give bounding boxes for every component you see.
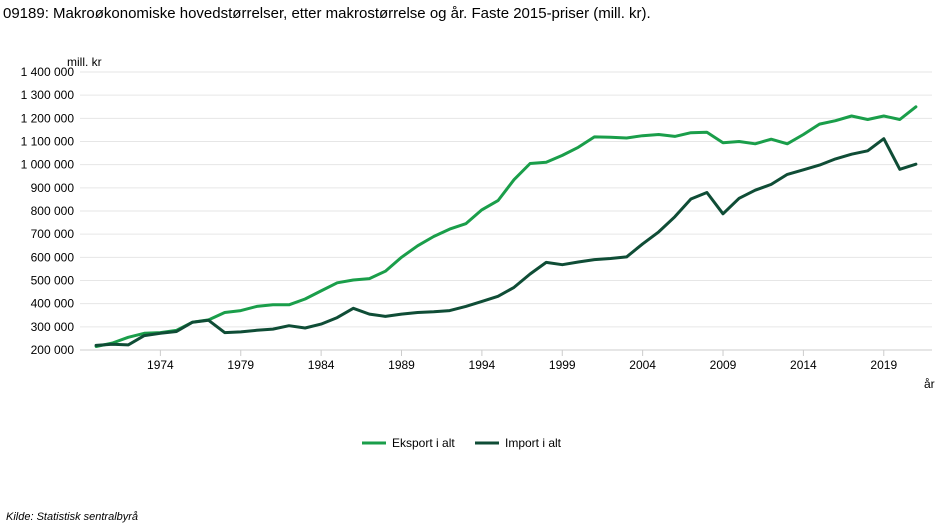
x-tick-label: 1994 — [469, 358, 496, 372]
y-tick-label: 1 300 000 — [21, 88, 75, 102]
chart-title: 09189: Makroøkonomiske hovedstørrelser, … — [3, 5, 651, 22]
x-tick-label: 1974 — [147, 358, 174, 372]
x-axis-label: år — [924, 377, 935, 391]
legend-label: Import i alt — [505, 436, 562, 450]
y-tick-label: 1 000 000 — [21, 158, 75, 172]
legend-label: Eksport i alt — [392, 436, 455, 450]
y-axis-unit-label: mill. kr — [67, 55, 102, 69]
x-tick-label: 1984 — [308, 358, 335, 372]
y-tick-label: 500 000 — [31, 274, 75, 288]
x-tick-label: 1999 — [549, 358, 576, 372]
x-tick-label: 2009 — [710, 358, 737, 372]
legend: Eksport i alt Import i alt — [362, 436, 562, 450]
series-line — [94, 137, 918, 347]
series-line — [94, 105, 918, 348]
y-tick-label: 200 000 — [31, 343, 75, 357]
y-tick-label: 1 100 000 — [21, 135, 75, 149]
y-tick-label: 1 400 000 — [21, 65, 75, 79]
grid — [80, 71, 932, 351]
x-tick-label: 1989 — [388, 358, 415, 372]
x-axis: 1974 1979 1984 1989 1994 1999 2004 2009 2014 2019 — [147, 350, 897, 372]
series-lines — [94, 105, 918, 348]
y-tick-label: 800 000 — [31, 204, 75, 218]
x-tick-label: 2019 — [870, 358, 897, 372]
y-tick-label: 600 000 — [31, 250, 75, 264]
y-tick-label: 900 000 — [31, 181, 75, 195]
y-tick-label: 400 000 — [31, 297, 75, 311]
y-tick-label: 300 000 — [31, 320, 75, 334]
x-tick-label: 2014 — [790, 358, 817, 372]
source-note: Kilde: Statistisk sentralbyrå — [6, 511, 139, 523]
y-axis: 200 000 300 000 400 000 500 000 600 000 700 0… — [21, 65, 75, 357]
y-tick-label: 1 200 000 — [21, 111, 75, 125]
y-tick-label: 700 000 — [31, 227, 75, 241]
x-tick-label: 1979 — [227, 358, 254, 372]
x-tick-label: 2004 — [629, 358, 656, 372]
